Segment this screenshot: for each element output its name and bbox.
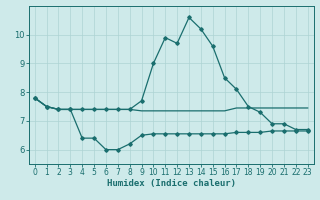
X-axis label: Humidex (Indice chaleur): Humidex (Indice chaleur) <box>107 179 236 188</box>
